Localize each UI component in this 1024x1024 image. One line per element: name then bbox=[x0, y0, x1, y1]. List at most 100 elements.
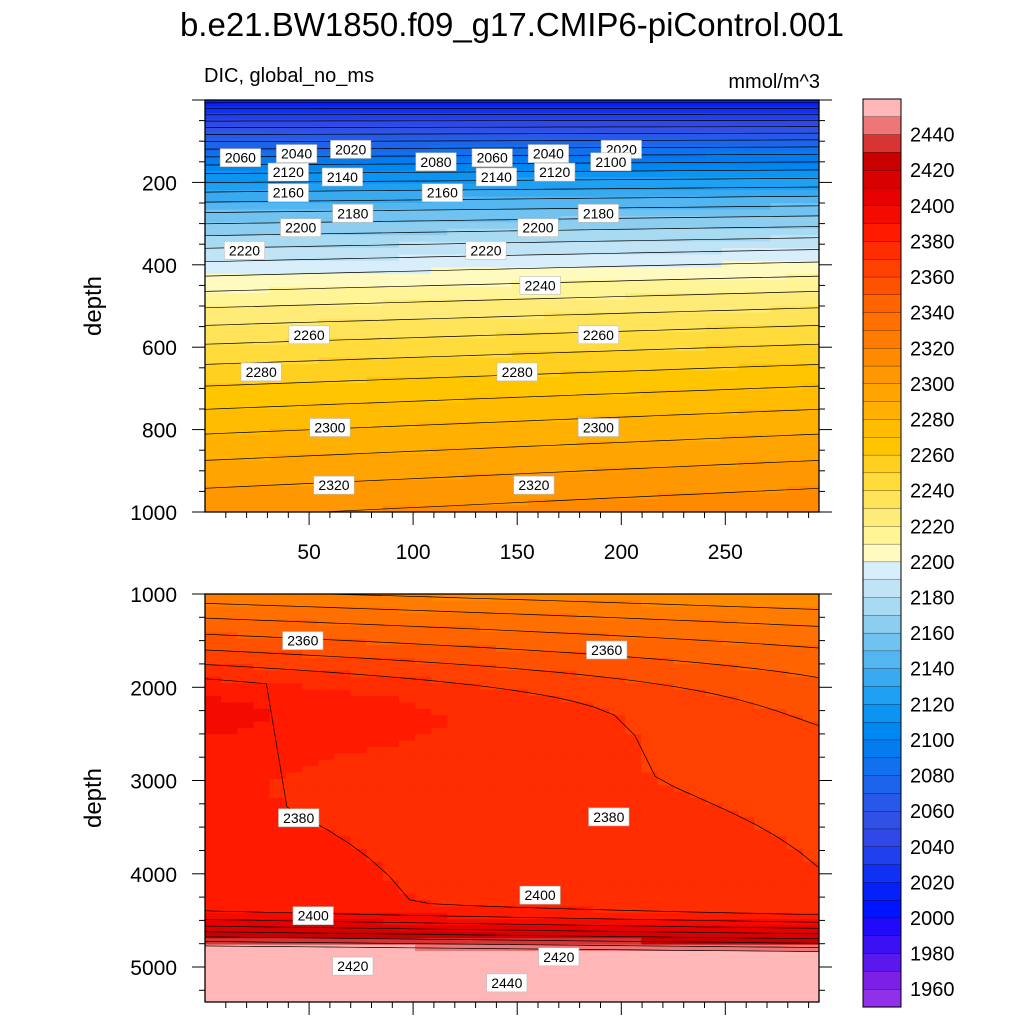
field-cell bbox=[689, 657, 707, 665]
field-cell bbox=[398, 100, 416, 108]
field-cell bbox=[350, 106, 368, 114]
field-cell bbox=[318, 829, 335, 837]
field-cell bbox=[463, 306, 481, 314]
field-cell bbox=[786, 778, 804, 786]
field-cell bbox=[318, 632, 335, 640]
field-cell bbox=[657, 772, 675, 780]
field-cell bbox=[479, 861, 497, 869]
field-cell bbox=[318, 151, 335, 159]
field-cell bbox=[689, 254, 707, 262]
field-cell bbox=[738, 318, 755, 326]
field-cell bbox=[269, 836, 287, 844]
field-cell bbox=[738, 766, 755, 774]
field-cell bbox=[641, 389, 659, 397]
field-cell bbox=[495, 125, 513, 133]
contour-line bbox=[205, 237, 819, 249]
field-cell bbox=[253, 632, 271, 640]
field-cell bbox=[512, 778, 529, 786]
field-cell bbox=[786, 479, 804, 487]
field-cell bbox=[334, 906, 352, 914]
field-cell bbox=[754, 823, 772, 831]
field-cell bbox=[285, 415, 303, 423]
field-cell bbox=[366, 505, 384, 512]
contour-label: 2040 bbox=[527, 144, 569, 163]
field-cell bbox=[770, 138, 788, 146]
field-cell bbox=[544, 708, 562, 716]
field-cell bbox=[786, 810, 804, 818]
field-cell bbox=[366, 823, 384, 831]
field-cell bbox=[382, 670, 400, 678]
field-cell bbox=[608, 190, 626, 198]
field-cell bbox=[544, 447, 562, 455]
field-cell bbox=[786, 963, 804, 971]
field-cell bbox=[253, 331, 271, 339]
field-cell bbox=[398, 651, 416, 659]
field-cell bbox=[608, 466, 626, 474]
field-cell bbox=[415, 594, 432, 601]
field-cell bbox=[350, 505, 368, 512]
field-cell bbox=[205, 791, 222, 799]
field-cell bbox=[738, 273, 755, 281]
field-cell bbox=[431, 100, 448, 108]
field-cell bbox=[673, 492, 691, 500]
field-cell bbox=[722, 982, 739, 990]
field-cell bbox=[205, 951, 222, 958]
field-cell bbox=[447, 766, 465, 774]
field-cell bbox=[592, 499, 610, 507]
field-cell bbox=[528, 138, 545, 146]
field-cell bbox=[253, 855, 271, 863]
field-cell bbox=[705, 861, 723, 869]
field-cell bbox=[641, 740, 659, 748]
field-cell bbox=[495, 235, 513, 243]
field-cell bbox=[285, 708, 303, 716]
field-cell bbox=[398, 241, 416, 249]
field-cell bbox=[479, 363, 497, 371]
field-cell bbox=[544, 715, 562, 723]
field-cell bbox=[415, 613, 432, 621]
field-cell bbox=[463, 428, 481, 436]
field-cell bbox=[786, 906, 804, 914]
field-cell bbox=[269, 689, 287, 697]
field-cell bbox=[512, 772, 529, 780]
field-cell bbox=[625, 664, 642, 672]
field-cell bbox=[802, 957, 819, 965]
field-cell bbox=[205, 849, 222, 856]
field-cell bbox=[512, 785, 529, 793]
field-cell bbox=[366, 734, 384, 742]
field-cell bbox=[205, 594, 222, 601]
field-cell bbox=[463, 273, 481, 281]
field-cell bbox=[463, 325, 481, 333]
field-cell bbox=[528, 912, 545, 920]
field-cell bbox=[705, 363, 723, 371]
field-cell bbox=[689, 696, 707, 703]
field-cell bbox=[738, 931, 755, 939]
field-cell bbox=[415, 132, 432, 140]
field-cell bbox=[237, 138, 255, 146]
field-cell bbox=[528, 727, 545, 735]
field-cell bbox=[301, 248, 319, 256]
field-cell bbox=[689, 791, 707, 799]
field-cell bbox=[269, 132, 287, 140]
field-cell bbox=[398, 363, 416, 371]
field-cell bbox=[253, 325, 271, 333]
field-cell bbox=[770, 778, 788, 786]
field-cell bbox=[269, 657, 287, 665]
contour-label-box bbox=[465, 241, 507, 260]
field-cell bbox=[447, 409, 465, 417]
field-cell bbox=[754, 772, 772, 780]
field-cell bbox=[398, 708, 416, 716]
field-cell bbox=[221, 925, 238, 933]
field-cell bbox=[285, 625, 303, 633]
field-cell bbox=[576, 183, 594, 191]
field-cell bbox=[334, 683, 352, 691]
field-cell bbox=[334, 344, 352, 352]
field-cell bbox=[592, 312, 610, 320]
field-cell bbox=[592, 919, 610, 927]
field-cell bbox=[253, 100, 271, 108]
field-cell bbox=[334, 222, 352, 230]
contour-label-box bbox=[276, 144, 318, 163]
field-cell bbox=[673, 804, 691, 812]
field-cell bbox=[463, 874, 481, 882]
field-cell bbox=[205, 215, 222, 223]
field-cell bbox=[657, 951, 675, 958]
